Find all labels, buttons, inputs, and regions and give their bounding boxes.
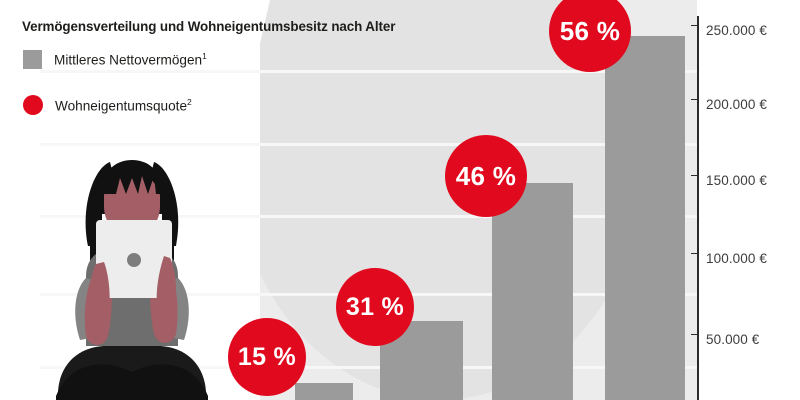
gridline-4 bbox=[40, 366, 697, 369]
y-axis-label-50000: 50.000 € bbox=[706, 332, 760, 347]
bubble-value-3[interactable]: 46 % bbox=[445, 135, 527, 217]
legend-label-nettovermoegen: Mittleres Nettovermögen1 bbox=[54, 51, 207, 68]
legend-label-text-2: Wohneigentumsquote bbox=[55, 98, 188, 114]
legend-swatch-square-icon bbox=[23, 50, 42, 69]
y-axis-label-150000: 150.000 € bbox=[706, 173, 767, 188]
y-axis-tick-150000 bbox=[691, 175, 699, 176]
legend-label-wohneigentumsquote: Wohneigentumsquote2 bbox=[55, 97, 192, 114]
y-axis-line bbox=[697, 16, 699, 400]
bubble-value-4[interactable]: 56 % bbox=[549, 0, 631, 72]
legend-footnote-2: 2 bbox=[187, 96, 192, 107]
gridline-2 bbox=[40, 215, 697, 218]
legend-item-nettovermoegen[interactable]: Mittleres Nettovermögen1 bbox=[23, 50, 207, 69]
page-title: Vermögensverteilung und Wohneigentumsbes… bbox=[22, 19, 396, 34]
legend-footnote-1: 1 bbox=[202, 51, 207, 62]
bar-4[interactable] bbox=[605, 36, 685, 400]
bar-3[interactable] bbox=[492, 183, 573, 400]
y-axis-tick-50000 bbox=[691, 334, 699, 335]
y-axis-label-100000: 100.000 € bbox=[706, 251, 767, 266]
person-with-tablet-illustration bbox=[52, 148, 212, 400]
legend-item-wohneigentumsquote[interactable]: Wohneigentumsquote2 bbox=[23, 95, 192, 115]
bubble-value-2[interactable]: 31 % bbox=[336, 268, 414, 346]
bar-1[interactable] bbox=[295, 383, 353, 400]
y-axis-label-250000: 250.000 € bbox=[706, 23, 767, 38]
gridline-0 bbox=[40, 70, 697, 73]
y-axis-tick-100000 bbox=[691, 253, 699, 254]
legend-swatch-circle-icon bbox=[23, 95, 43, 115]
y-axis-tick-200000 bbox=[691, 99, 699, 100]
gridline-1 bbox=[40, 143, 697, 146]
bubble-value-1[interactable]: 15 % bbox=[228, 318, 306, 396]
y-axis-label-200000: 200.000 € bbox=[706, 97, 767, 112]
y-axis-tick-250000 bbox=[691, 25, 699, 26]
legend-label-text-1: Mittleres Nettovermögen bbox=[54, 52, 203, 68]
